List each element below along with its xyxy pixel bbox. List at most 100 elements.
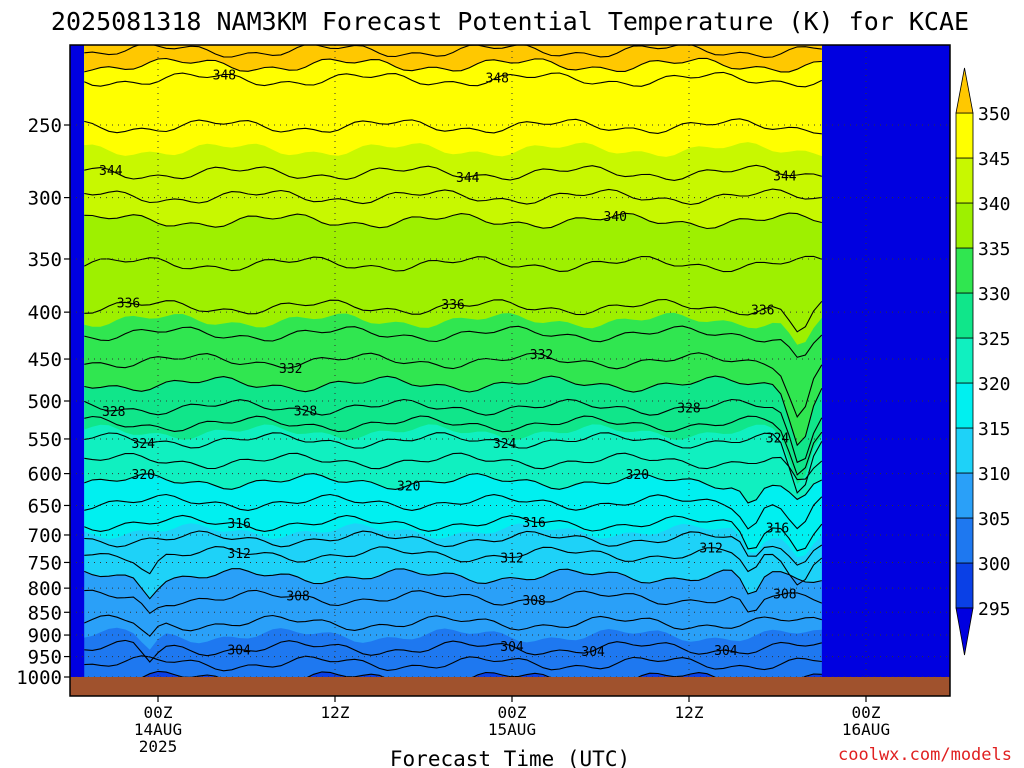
colorbar-label: 305 <box>978 509 1011 530</box>
isentrope-304 <box>84 639 822 663</box>
y-tick-label: 600 <box>28 464 62 486</box>
contour-label-304: 304 <box>581 645 605 660</box>
isentrope-320 <box>84 473 823 504</box>
colorbar-swatch-335 <box>955 202 974 249</box>
x-axis-label: Forecast Time (UTC) <box>390 747 630 768</box>
filled-contours <box>70 45 950 696</box>
contour-label-308: 308 <box>522 594 545 609</box>
credit-text: coolwx.com/models <box>838 745 1012 765</box>
contour-label-324: 324 <box>766 432 790 447</box>
isentrope-318 <box>84 493 823 530</box>
isentrope-308 <box>84 589 823 615</box>
isentrope-312 <box>84 546 823 586</box>
y-tick-label: 300 <box>28 188 62 210</box>
contour-label-336: 336 <box>751 303 774 318</box>
colorbar-swatch-305 <box>955 472 974 519</box>
y-tick-label: 800 <box>28 578 62 600</box>
colorbar-label: 345 <box>978 149 1011 170</box>
colorbar-label: 335 <box>978 239 1011 260</box>
contour-label-344: 344 <box>99 164 123 179</box>
isentrope-334 <box>84 325 823 358</box>
contour-label-324: 324 <box>493 437 517 452</box>
isentrope-336 <box>84 298 823 333</box>
contour-label-340: 340 <box>604 210 627 225</box>
isentrope-326 <box>84 415 823 476</box>
isentrope-338 <box>84 255 822 273</box>
isentrope-344 <box>84 164 822 181</box>
y-tick-label: 400 <box>28 302 62 324</box>
isentrope-314 <box>84 530 823 566</box>
isentrope-352 <box>84 45 822 58</box>
contour-label-304: 304 <box>227 643 251 658</box>
x-tick-label: 00Z <box>852 703 881 722</box>
y-tick-label: 650 <box>28 495 62 517</box>
contour-label-316: 316 <box>227 517 250 532</box>
colorbar-label: 330 <box>978 284 1011 305</box>
contour-label-320: 320 <box>132 468 155 483</box>
contour-label-348: 348 <box>486 71 509 86</box>
grid-lines <box>70 45 950 696</box>
contour-label-308: 308 <box>773 588 796 603</box>
x-tick-label: 00Z <box>144 703 173 722</box>
isentrope-342 <box>84 188 822 206</box>
y-tick-label: 950 <box>28 647 62 669</box>
colorbar-label: 315 <box>978 419 1011 440</box>
contour-lines <box>84 45 823 696</box>
contour-label-304: 304 <box>500 640 524 655</box>
x-tick-label: 16AUG <box>842 720 890 739</box>
contour-label-344: 344 <box>456 171 480 186</box>
isentrope-306 <box>84 614 822 637</box>
contour-label-328: 328 <box>677 401 700 416</box>
colorbar-swatch-330 <box>955 247 974 294</box>
contour-label-328: 328 <box>102 405 125 420</box>
colorbar-swatch-345 <box>955 112 974 159</box>
ground-surface <box>70 677 950 696</box>
colorbar-label: 295 <box>978 599 1011 620</box>
colorbar-swatch-310 <box>955 427 974 474</box>
x-tick-label: 12Z <box>321 703 350 722</box>
y-tick-label: 250 <box>28 115 62 137</box>
isentrope-316 <box>84 514 823 552</box>
isentrope-350 <box>84 57 822 73</box>
colorbar-label: 340 <box>978 194 1011 215</box>
isentrope-310 <box>84 568 822 600</box>
chart-title: 2025081318 NAM3KM Forecast Potential Tem… <box>51 7 969 36</box>
colorbar-label: 350 <box>978 104 1011 125</box>
contour-label-336: 336 <box>441 298 464 313</box>
contour-label-320: 320 <box>397 479 420 494</box>
fill-band-350 <box>84 45 822 72</box>
x-tick-label: 15AUG <box>488 720 536 739</box>
colorbar-swatch-295 <box>955 562 974 609</box>
y-axis: 2503003504004505005506006507007508008509… <box>16 115 70 689</box>
contour-label-312: 312 <box>699 541 722 556</box>
contour-label-308: 308 <box>286 589 309 604</box>
colorbar-swatch-340 <box>955 157 974 204</box>
contour-label-328: 328 <box>294 404 317 419</box>
contour-label-312: 312 <box>500 552 523 567</box>
y-tick-label: 900 <box>28 625 62 647</box>
isentrope-346 <box>84 118 822 135</box>
colorbar-swatch-325 <box>955 292 974 339</box>
colorbar-extend-bottom <box>955 607 974 656</box>
contour-label-320: 320 <box>626 468 649 483</box>
y-tick-label: 550 <box>28 429 62 451</box>
y-tick-label: 350 <box>28 249 62 271</box>
colorbar-label: 300 <box>978 554 1011 575</box>
colorbar-swatch-300 <box>955 517 974 564</box>
y-tick-label: 750 <box>28 552 62 574</box>
isentrope-340 <box>84 212 822 230</box>
colorbar-label: 310 <box>978 464 1011 485</box>
isentrope-332 <box>84 352 823 418</box>
contour-label-316: 316 <box>522 516 545 531</box>
x-tick-label: 2025 <box>139 737 178 756</box>
plot-frame <box>69 44 951 697</box>
isentrope-348 <box>84 71 823 88</box>
plot-area <box>70 45 950 696</box>
contour-label-348: 348 <box>213 68 236 83</box>
contour-label-324: 324 <box>132 437 156 452</box>
isentrope-330 <box>84 375 823 447</box>
x-tick-label: 14AUG <box>134 720 182 739</box>
y-tick-label: 500 <box>28 391 62 413</box>
